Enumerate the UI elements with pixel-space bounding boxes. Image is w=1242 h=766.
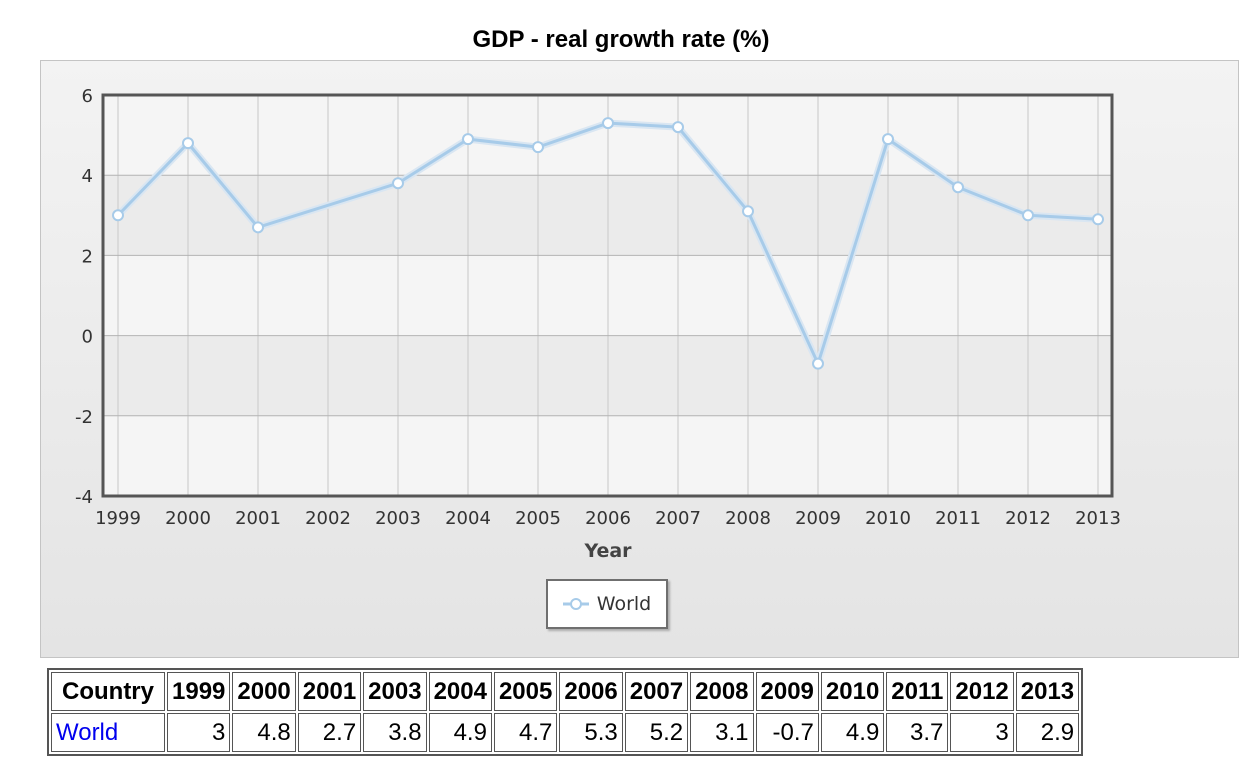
table-cell-value: 3	[167, 713, 231, 752]
y-tick-label: -2	[75, 407, 93, 428]
table-header-year: 2007	[624, 672, 689, 711]
table-header-year: 2008	[690, 672, 754, 711]
table-cell-value: 3	[950, 713, 1014, 752]
chart-legend[interactable]: World	[546, 579, 668, 629]
table-header-year: 2003	[363, 672, 427, 711]
country-link-world[interactable]: World	[56, 718, 119, 746]
data-point[interactable]	[882, 133, 894, 146]
data-point[interactable]	[1092, 213, 1104, 226]
table-header-country: Country	[51, 672, 165, 711]
table-cell-value: -0.7	[755, 713, 819, 752]
x-tick-label: 2008	[725, 508, 771, 529]
x-tick-label: 2004	[445, 508, 491, 529]
series-line-world	[116, 121, 1099, 366]
legend-label-world: World	[596, 593, 652, 615]
x-tick-label: 1999	[95, 508, 141, 529]
table-cell-value: 3.1	[690, 713, 754, 752]
table-row: World 3 4.8 2.7 3.8 4.9 4.7 5.3 5.2 3.1 -0.7 4.9 3.7…	[51, 713, 1080, 752]
table-header-year: 2012	[950, 672, 1014, 711]
data-point[interactable]	[182, 137, 194, 150]
x-axis-label: Year	[583, 540, 632, 562]
plot-frame	[101, 93, 1114, 498]
x-tick-label: 2005	[515, 508, 561, 529]
y-tick-label: -4	[75, 487, 93, 508]
x-tick-label: 2006	[585, 508, 631, 529]
table-cell-value: 3.8	[363, 713, 427, 752]
x-tick-label: 2011	[935, 508, 981, 529]
data-point[interactable]	[252, 221, 264, 234]
table-cell-value: 4.9	[428, 713, 492, 752]
x-tick-label: 2012	[1005, 508, 1051, 529]
y-tick-label: 0	[82, 327, 93, 348]
data-point[interactable]	[532, 141, 544, 154]
x-tick-label: 2007	[655, 508, 701, 529]
table-header-year: 2011	[886, 672, 949, 711]
legend-series-marker-icon	[562, 598, 589, 610]
data-table: Country 1999 2000 2001 2003 2004 2005 2006 2007 2…	[47, 668, 1084, 756]
data-point[interactable]	[952, 181, 964, 194]
x-tick-label: 2000	[165, 508, 211, 529]
data-point[interactable]	[812, 357, 824, 370]
table-cell-country: World	[51, 713, 165, 752]
data-point[interactable]	[112, 209, 124, 222]
table-cell-value: 2.9	[1015, 713, 1080, 752]
table-header-year: 1999	[167, 672, 231, 711]
table-header-year: 2000	[232, 672, 296, 711]
table-header-row: Country 1999 2000 2001 2003 2004 2005 2006 2007 2…	[51, 672, 1080, 711]
x-tick-label: 2003	[375, 508, 421, 529]
table-header-year: 2005	[493, 672, 558, 711]
table-cell-value: 5.3	[559, 713, 623, 752]
table-cell-value: 3.7	[886, 713, 949, 752]
table-header-year: 2013	[1015, 672, 1080, 711]
x-tick-label: 2010	[865, 508, 911, 529]
x-tick-label: 2001	[235, 508, 281, 529]
table-header-year: 2006	[559, 672, 623, 711]
table-cell-value: 4.7	[493, 713, 558, 752]
x-tick-label: 2002	[305, 508, 351, 529]
data-point[interactable]	[602, 117, 614, 130]
table-header-year: 2004	[428, 672, 492, 711]
data-point[interactable]	[462, 133, 474, 146]
table-header-year: 2001	[297, 672, 362, 711]
table-cell-value: 5.2	[624, 713, 689, 752]
x-tick-label: 2009	[795, 508, 841, 529]
table-header-year: 2010	[820, 672, 885, 711]
table-cell-value: 2.7	[297, 713, 362, 752]
data-point[interactable]	[742, 205, 754, 218]
data-point[interactable]	[672, 121, 684, 134]
y-tick-label: 6	[82, 86, 93, 107]
table-header-year: 2009	[755, 672, 819, 711]
table-cell-value: 4.8	[232, 713, 296, 752]
data-point[interactable]	[1022, 209, 1034, 222]
y-tick-label: 2	[82, 246, 93, 267]
x-tick-label: 2013	[1075, 508, 1121, 529]
y-tick-label: 4	[82, 166, 93, 187]
table-cell-value: 4.9	[820, 713, 885, 752]
chart-title: GDP - real growth rate (%)	[472, 26, 770, 53]
data-point[interactable]	[392, 177, 404, 190]
